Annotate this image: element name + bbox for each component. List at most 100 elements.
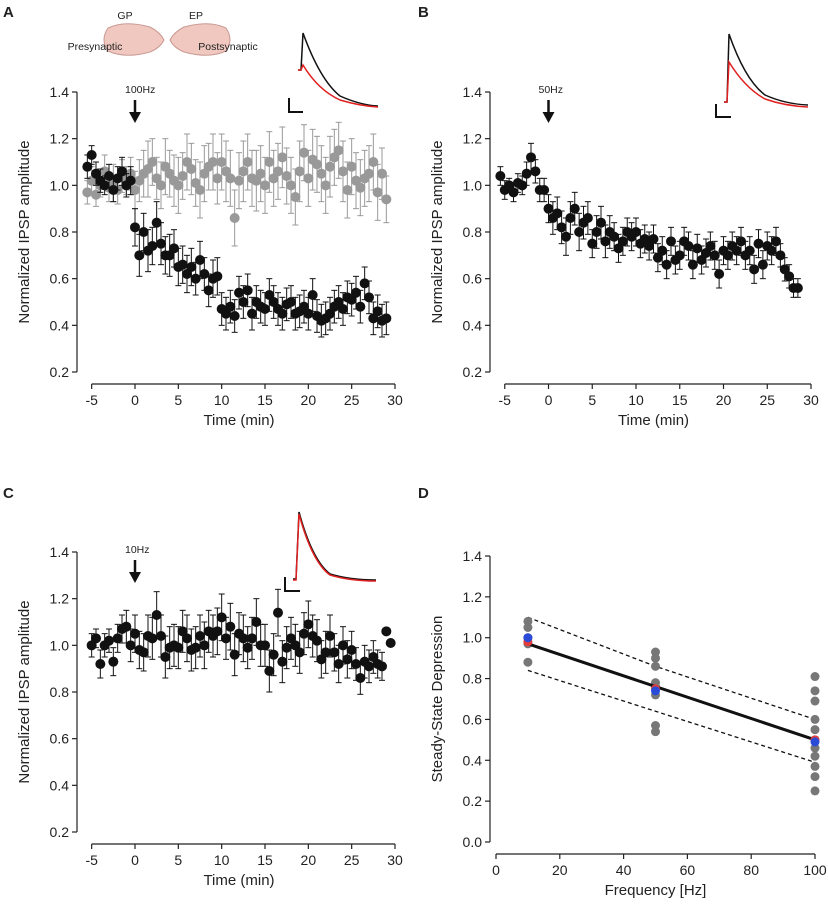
data-point [526,152,536,163]
postsynaptic-label: Postsynaptic [198,41,258,53]
data-point [234,175,244,186]
y-tick-label: 1.2 [50,131,70,147]
y-tick-label: 1.4 [50,544,70,560]
data-point [190,642,201,653]
data-point [216,612,227,623]
ep-label: EP [189,10,203,22]
data-point [631,227,641,237]
data-point [104,635,114,646]
data-point [591,227,602,237]
data-point [147,157,158,167]
data-point [338,640,348,651]
data-point [320,180,331,191]
data-point [775,250,786,261]
x-tick-label: 0 [545,392,553,408]
individual-point [651,653,660,663]
data-point [316,168,327,179]
data-point [299,628,309,639]
data-point [556,222,567,233]
chart-panel-d: 0.0 0.2 0.4 0.6 0.8 1.0 1.2 1.4 0 20 40 60 80 100 Freq… [429,548,827,899]
x-tick-label: 80 [743,862,759,878]
y-tick-label: 0.2 [463,793,483,809]
individual-point [651,727,660,737]
data-point [225,301,236,312]
data-point [195,631,205,641]
y-tick-label: 1.0 [50,177,70,193]
data-point [582,213,593,223]
baseline-trace [293,511,377,581]
data-point [333,659,344,669]
data-point [600,236,611,247]
x-tick-label: 30 [387,852,403,868]
data-point [177,259,188,270]
data-point [277,152,288,163]
data-point [705,241,716,251]
data-point [552,208,563,219]
y-tick-label: 1.4 [463,84,483,100]
x-tick-label: 0 [492,862,500,878]
data-point [173,642,184,653]
y-tick-label: 0.6 [463,271,483,287]
y-tick-label: 1.4 [50,84,70,100]
x-tick-label: 25 [344,852,360,868]
data-point [587,238,598,249]
data-point [286,297,296,307]
presynaptic-label: Presynaptic [68,41,123,53]
data-point [530,166,541,177]
data-point [229,213,240,223]
data-point [683,241,694,251]
x-tick-label: 100 [803,862,827,878]
y-tick-label: 0.6 [50,271,70,287]
series-tetanus [86,588,396,695]
ci-lower-line [527,669,816,763]
x-axis-title: Time (min) [203,412,274,429]
stim-arrow-head [129,572,141,583]
data-point [186,262,197,272]
individual-point [810,725,820,735]
stim-arrow-head [542,112,555,123]
data-point [377,661,387,672]
data-point [351,287,361,298]
data-point [355,301,366,312]
data-point [312,159,322,170]
data-point [247,308,257,319]
data-point [377,168,387,179]
x-tick-label: 15 [257,392,273,408]
data-point [229,311,240,321]
trace-inset-a [288,32,379,113]
data-point [290,192,301,202]
y-tick-label: 1.0 [463,630,483,646]
data-point [303,619,314,630]
data-point [277,308,288,319]
data-point [212,271,223,282]
y-tick-label: 0.2 [463,364,483,380]
data-point [744,245,755,256]
panel-letter-c: C [3,485,14,502]
y-tick-label: 0.6 [463,711,483,727]
data-point [749,264,760,275]
data-point [260,180,270,191]
y-tick-label: 0.4 [50,317,70,333]
data-point [381,194,392,205]
data-point [91,189,101,200]
x-tick-label: 5 [174,392,182,408]
x-axis-title: Time (min) [203,872,274,889]
data-point [355,182,366,193]
individual-point [810,761,820,771]
data-point [539,185,550,195]
chart-panel-a: 0.2 0.4 0.6 0.8 1.0 1.2 1.4 -5 0 5 10 15 20 25 30 Time … [16,84,403,429]
y-tick-label: 0.2 [50,364,70,380]
data-point [385,638,396,648]
chart-panel-b: 0.2 0.4 0.6 0.8 1.0 1.2 1.4 -5 0 5 10 15 20 25 30 Time … [429,84,819,429]
y-axis-title: Normalized IPSP amplitude [16,600,33,783]
data-point [147,633,158,644]
data-point [238,166,249,177]
data-point [229,649,240,660]
data-point [156,180,166,191]
data-point [731,245,742,256]
data-point [666,236,676,247]
data-point [294,647,305,658]
data-point [169,243,179,254]
x-tick-label: 60 [680,862,696,878]
